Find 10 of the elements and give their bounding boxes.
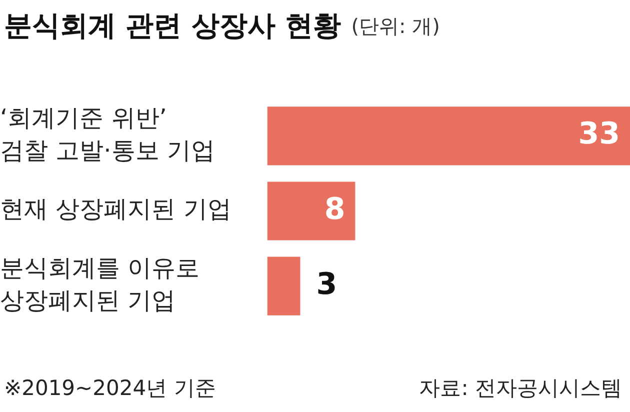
- chart-subtitle: (단위: 개): [351, 12, 440, 40]
- text: 자료: 전자공시시스템: [419, 375, 622, 402]
- y-tick-label: 분식회계를 이유로 상장폐지된 기업: [0, 254, 200, 314]
- text: ※2019~2024년 기준: [4, 375, 216, 402]
- data-label: 8: [324, 192, 346, 227]
- chart-title: 분식회계 관련 상장사 현황: [4, 8, 342, 44]
- y-tick-label: 현재 상장폐지된 기업: [0, 195, 232, 224]
- data-label: 33: [578, 116, 620, 152]
- y-tick-label: ‘회계기준 위반’ 검찰 고발·통보 기업: [0, 104, 215, 164]
- data-label: 3: [316, 266, 338, 302]
